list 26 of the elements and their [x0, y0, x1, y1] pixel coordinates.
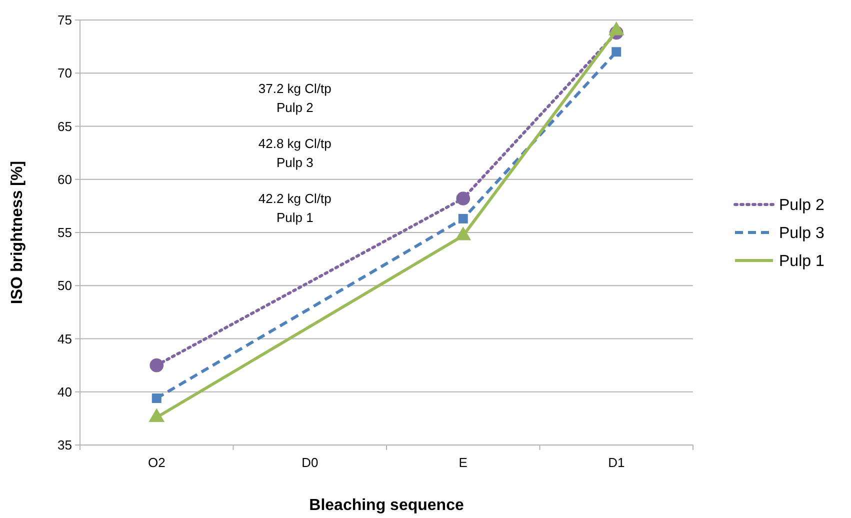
y-tick-label: 65: [58, 118, 72, 134]
annotation: 42.8 kg Cl/tp Pulp 3: [258, 136, 332, 170]
y-tick-label: 40: [58, 384, 72, 400]
legend-label: Pulp 2: [779, 197, 824, 214]
legend-label: Pulp 1: [779, 253, 824, 270]
annotation: 42.2 kg Cl/tp Pulp 1: [258, 191, 332, 225]
point: [456, 192, 470, 206]
y-axis-title: ISO brightness [%]: [9, 160, 26, 304]
y-tick-label: 75: [58, 12, 72, 28]
point: [612, 47, 622, 57]
annotation: 37.2 kg Cl/tp Pulp 2: [258, 81, 332, 115]
x-tick-label: D1: [608, 455, 625, 470]
legend-label: Pulp 3: [779, 225, 824, 242]
y-tick-label: 70: [58, 66, 72, 81]
y-tick-label: 35: [58, 438, 72, 453]
y-tick-label: 55: [58, 225, 72, 240]
y-tick-label: 45: [58, 331, 72, 346]
x-tick-label: E: [458, 455, 468, 470]
point: [152, 394, 162, 403]
x-tick-label: O2: [148, 455, 166, 470]
y-tick-label: 60: [58, 172, 72, 187]
x-tick-label: D0: [302, 455, 318, 470]
y-tick-label: 50: [58, 278, 72, 294]
point: [458, 214, 468, 224]
point: [150, 358, 164, 372]
x-axis-title: Bleaching sequence: [309, 497, 464, 514]
